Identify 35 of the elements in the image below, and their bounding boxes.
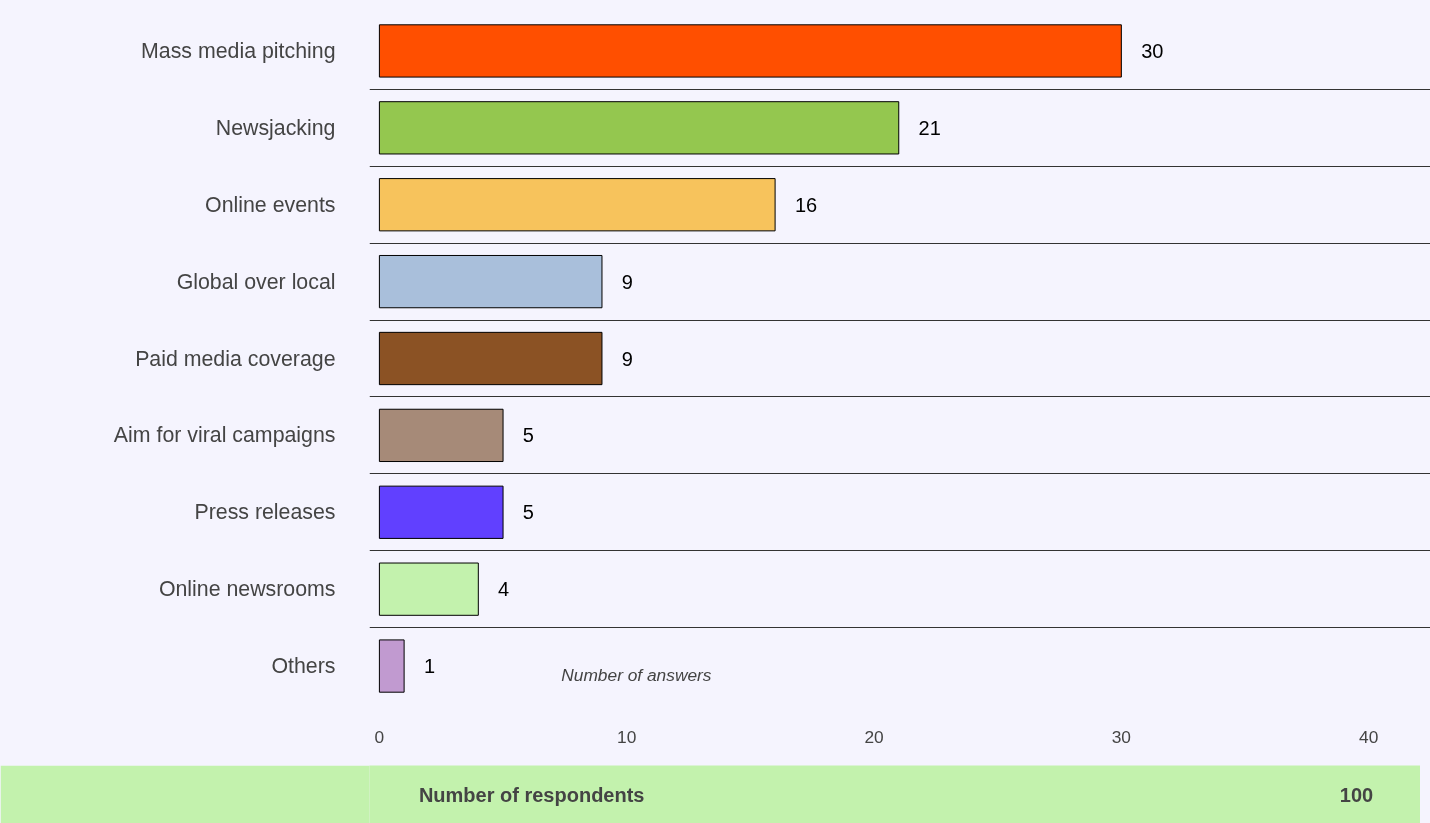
y-tick-label: Newsjacking xyxy=(215,115,336,140)
x-tick-label: 20 xyxy=(864,726,884,747)
data-label: 5 xyxy=(522,424,534,447)
data-label: 9 xyxy=(621,270,633,293)
bar xyxy=(378,101,900,155)
x-tick-label: 40 xyxy=(1359,726,1379,747)
bar xyxy=(378,24,1122,78)
y-tick-label: Paid media coverage xyxy=(135,346,336,371)
y-tick-label: Mass media pitching xyxy=(141,38,336,63)
y-tick-label: Aim for viral campaigns xyxy=(113,423,336,448)
bar xyxy=(378,562,479,616)
x-tick-label: 10 xyxy=(617,726,637,747)
x-axis-title: Number of answers xyxy=(561,664,712,685)
data-label: 21 xyxy=(918,116,941,139)
data-label: 16 xyxy=(794,193,818,216)
data-label: 4 xyxy=(498,578,510,601)
data-label: 30 xyxy=(1141,39,1164,62)
bar xyxy=(378,639,405,693)
x-tick-label: 30 xyxy=(1111,726,1131,747)
bar xyxy=(378,178,776,232)
data-label: 5 xyxy=(522,501,534,524)
bar xyxy=(378,254,603,309)
y-tick-label: Others xyxy=(271,654,336,679)
data-label: 9 xyxy=(621,347,633,370)
data-label: 1 xyxy=(423,655,436,678)
y-tick-label: Online events xyxy=(205,192,336,217)
text: Number of respondents xyxy=(418,783,645,806)
bar xyxy=(378,485,504,539)
y-tick-label: Global over local xyxy=(176,269,336,294)
x-tick-label: 0 xyxy=(374,726,385,747)
text: 100 xyxy=(1339,783,1374,806)
y-tick-label: Press releases xyxy=(194,500,336,525)
bar xyxy=(378,408,504,463)
y-tick-label: Online newsrooms xyxy=(158,577,336,602)
bar xyxy=(378,331,603,386)
